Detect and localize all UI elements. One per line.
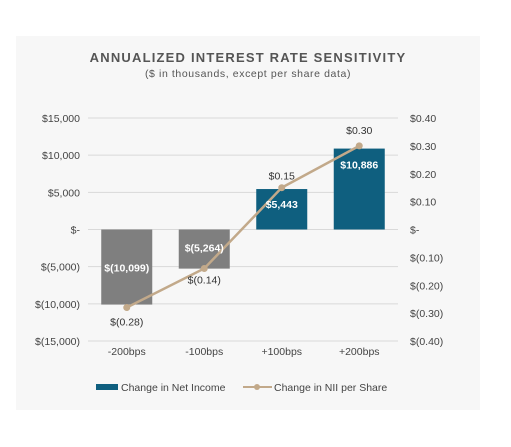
left-axis: $15,000 $10,000 $5,000 $- $(5,000) $(10,000) $… [35, 113, 80, 348]
bar-value-label: $5,443 [266, 199, 298, 211]
left-axis-tick-label: $- [71, 225, 81, 237]
category-label: -200bps [108, 346, 146, 358]
bar-value-label: $(5,264) [185, 243, 224, 255]
legend-label-net-income: Change in Net Income [121, 382, 226, 394]
left-axis-tick-label: $(10,000) [35, 299, 80, 311]
left-axis-tick-label: $10,000 [42, 150, 80, 162]
right-axis-tick-label: $0.30 [410, 141, 436, 153]
right-axis: $0.40 $0.30 $0.20 $0.10 $- $(0.10) $(0.20) $(0.… [410, 113, 443, 348]
bar-100bps [256, 189, 308, 230]
right-axis-tick-label: $(0.20) [410, 280, 443, 292]
nii-per-share-line [126, 144, 360, 309]
bar-value-label: $10,886 [340, 160, 378, 172]
legend-swatch-nii-marker [254, 384, 260, 390]
per-share-line [123, 142, 363, 312]
right-axis-tick-label: $0.10 [410, 197, 436, 209]
legend-label-nii-per-share: Change in NII per Share [274, 382, 387, 394]
nii-point-200bps [355, 142, 363, 150]
legend: Change in Net Income Change in NII per S… [96, 382, 387, 394]
bar-200bps [333, 148, 385, 230]
chart-subtitle: ($ in thousands, except per share data) [145, 68, 351, 80]
left-axis-tick-label: $(15,000) [35, 336, 80, 348]
data-labels: $(10,099) $(5,264) $5,443 $10,886 $(0.28) $(0… [104, 125, 378, 329]
nii-point-100bps [200, 265, 208, 273]
nii-point-100bps [278, 184, 286, 192]
chart-title: ANNUALIZED INTEREST RATE SENSITIVITY [90, 50, 407, 65]
nii-value-label: $0.30 [346, 125, 372, 137]
right-axis-tick-label: $(0.40) [410, 336, 443, 348]
nii-point-200bps [123, 304, 131, 312]
left-axis-tick-label: $(5,000) [41, 262, 80, 274]
right-axis-tick-label: $(0.30) [410, 308, 443, 320]
nii-value-label: $0.15 [269, 171, 295, 183]
right-axis-tick-label: $0.20 [410, 169, 436, 181]
right-axis-tick-label: $- [410, 225, 420, 237]
right-axis-tick-label: $0.40 [410, 113, 436, 125]
category-label: -100bps [185, 346, 223, 358]
nii-value-label: $(0.14) [188, 275, 221, 287]
nii-value-label: $(0.28) [110, 317, 143, 329]
bar-value-label: $(10,099) [104, 263, 149, 275]
legend-swatch-net-income [96, 384, 118, 390]
category-label: +200bps [339, 346, 380, 358]
left-axis-tick-label: $5,000 [48, 187, 80, 199]
category-axis: -200bps -100bps +100bps +200bps [108, 346, 380, 358]
category-label: +100bps [261, 346, 302, 358]
right-axis-tick-label: $(0.10) [410, 252, 443, 264]
bar-200bps [101, 229, 153, 305]
bars [101, 148, 385, 305]
left-axis-tick-label: $15,000 [42, 113, 80, 125]
